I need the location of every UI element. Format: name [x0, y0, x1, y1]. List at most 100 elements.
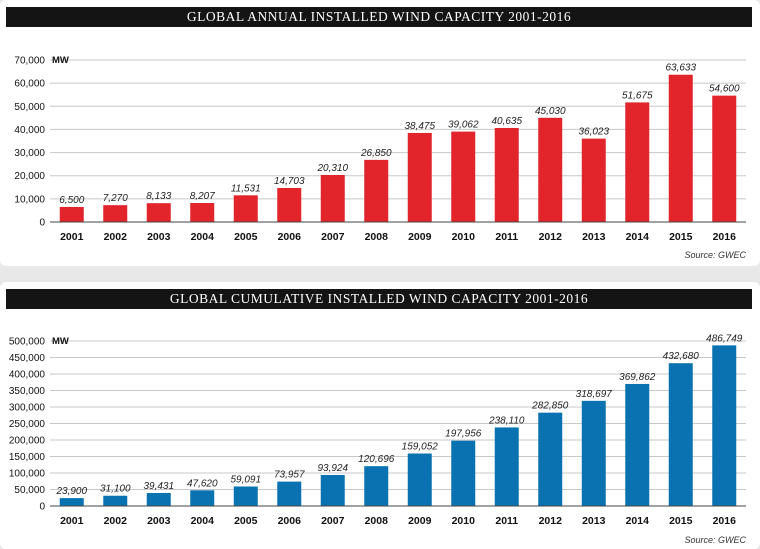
y-tick-label: 50,000: [14, 102, 45, 113]
y-tick-label: 250,000: [9, 419, 46, 430]
x-tick-label: 2001: [60, 231, 84, 243]
bar: [494, 127, 519, 222]
data-label: 369,862: [619, 372, 656, 383]
bar: [190, 490, 215, 506]
cumulative-capacity-panel: GLOBAL CUMULATIVE INSTALLED WIND CAPACIT…: [0, 282, 760, 549]
y-tick-label: 150,000: [9, 452, 46, 463]
y-tick-label: 300,000: [9, 403, 46, 414]
y-tick-label: 60,000: [14, 79, 45, 90]
annual-capacity-chart: 0 10,000 20,000 30,000 40,000 50,000 60,000 70,…: [14, 55, 746, 243]
y-tick-label: 200,000: [9, 436, 46, 447]
source-note: Source: GWEC: [684, 250, 746, 260]
x-tick-label: 2002: [104, 515, 128, 527]
bar: [320, 475, 345, 506]
data-label: 47,620: [187, 478, 218, 489]
bar: [277, 481, 302, 506]
bar: [668, 74, 693, 223]
x-tick-label: 2008: [365, 231, 389, 243]
bar: [451, 131, 476, 222]
bar: [407, 132, 432, 222]
y-axis-unit-label: MW: [52, 55, 69, 66]
data-label: 73,957: [274, 470, 305, 481]
annual-capacity-panel: GLOBAL ANNUAL INSTALLED WIND CAPACITY 20…: [0, 0, 760, 266]
x-tick-label: 2004: [191, 231, 215, 243]
x-tick-label: 2011: [495, 515, 518, 527]
bar: [190, 203, 215, 222]
x-tick-label: 2007: [321, 231, 345, 243]
y-tick-label: 0: [39, 218, 45, 229]
data-label: 8,133: [146, 191, 171, 202]
data-label: 282,850: [531, 401, 569, 412]
x-tick-label: 2014: [626, 231, 650, 243]
data-label: 31,100: [100, 484, 131, 495]
data-label: 11,531: [231, 183, 261, 194]
data-label: 59,091: [230, 474, 261, 485]
data-label: 14,703: [274, 176, 305, 187]
x-tick-label: 2016: [713, 231, 737, 243]
bar: [712, 95, 737, 222]
source-note: Source: GWEC: [684, 535, 746, 545]
bar: [233, 486, 258, 506]
data-label: 93,924: [317, 463, 348, 474]
data-label: 318,697: [576, 389, 613, 400]
bar: [364, 159, 389, 222]
x-tick-label: 2012: [539, 231, 563, 243]
x-tick-label: 2015: [669, 515, 693, 527]
x-tick-label: 2010: [452, 515, 476, 527]
data-label: 63,633: [665, 63, 696, 74]
x-tick-label: 2009: [408, 515, 432, 527]
x-tick-label: 2001: [60, 515, 84, 527]
y-tick-label: 350,000: [9, 386, 46, 397]
data-label: 432,680: [663, 351, 700, 362]
bar: [581, 138, 606, 222]
x-tick-label: 2016: [713, 515, 737, 527]
data-label: 40,635: [491, 116, 522, 127]
y-axis-unit-label: MW: [52, 336, 69, 347]
x-tick-label: 2005: [234, 515, 258, 527]
bar: [407, 453, 432, 506]
bar: [712, 345, 737, 506]
bar: [146, 203, 171, 222]
data-label: 39,431: [143, 481, 174, 492]
y-tick-label: 100,000: [9, 469, 46, 480]
x-tick-label: 2004: [191, 515, 215, 527]
x-tick-label: 2006: [278, 515, 302, 527]
x-tick-label: 2014: [626, 515, 650, 527]
x-tick-label: 2002: [104, 231, 128, 243]
bar: [103, 495, 128, 506]
cumulative-capacity-chart: 0 50,000 100,000 150,000 200,000 250,000 300,0…: [9, 333, 746, 527]
bar: [59, 206, 84, 222]
bar: [59, 498, 84, 506]
data-label: 51,675: [622, 90, 653, 101]
chart-title: GLOBAL CUMULATIVE INSTALLED WIND CAPACIT…: [6, 289, 752, 309]
x-tick-label: 2003: [147, 515, 171, 527]
data-label: 238,110: [488, 415, 525, 426]
bar: [451, 440, 476, 506]
bar: [146, 492, 171, 506]
x-tick-label: 2008: [365, 515, 389, 527]
x-tick-label: 2011: [495, 231, 518, 243]
y-tick-label: 50,000: [14, 485, 45, 496]
y-tick-label: 450,000: [9, 353, 46, 364]
data-label: 197,956: [445, 429, 482, 440]
data-label: 39,062: [448, 120, 479, 131]
y-tick-label: 0: [39, 502, 45, 513]
y-tick-label: 10,000: [14, 194, 45, 205]
y-tick-label: 30,000: [14, 148, 45, 159]
bar: [538, 117, 563, 222]
data-label: 20,310: [316, 163, 348, 174]
data-label: 8,207: [190, 191, 215, 202]
x-tick-label: 2010: [452, 231, 476, 243]
bar: [277, 187, 302, 222]
y-tick-label: 70,000: [14, 56, 45, 67]
x-tick-label: 2005: [234, 231, 258, 243]
data-label: 120,696: [358, 454, 395, 465]
bar: [494, 427, 519, 506]
x-tick-label: 2013: [582, 231, 606, 243]
bar: [625, 383, 650, 506]
bar: [320, 174, 345, 222]
y-tick-label: 40,000: [14, 125, 45, 136]
bar: [668, 363, 693, 506]
x-tick-label: 2006: [278, 231, 302, 243]
data-label: 6,500: [59, 195, 84, 206]
